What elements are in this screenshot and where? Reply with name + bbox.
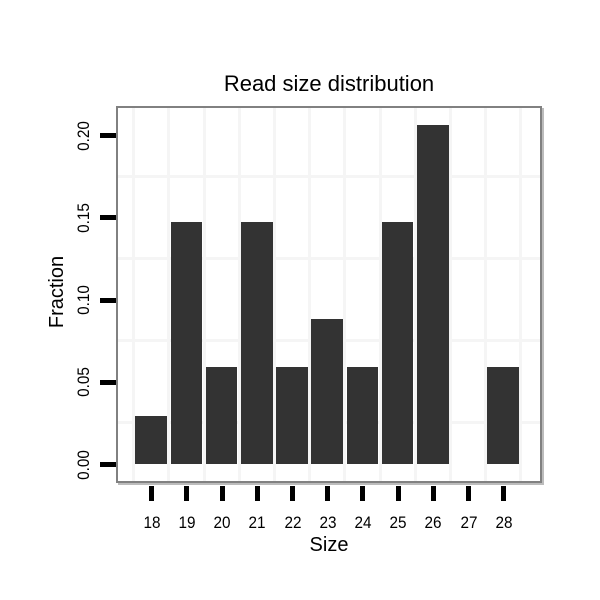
gridline-vertical [448, 108, 452, 481]
gridline-vertical [272, 108, 276, 481]
x-tick-label: 18 [143, 513, 161, 532]
x-tick-label: 25 [389, 513, 407, 532]
y-axis-label: Fraction [46, 255, 68, 329]
y-tick-mark [100, 462, 116, 467]
x-tick-mark [219, 486, 225, 501]
plot-panel [116, 106, 542, 483]
x-tick-mark [290, 486, 295, 501]
x-tick-mark [149, 486, 155, 501]
bar [240, 222, 273, 464]
x-tick-mark [184, 486, 190, 501]
gridline-vertical [202, 108, 206, 481]
gridline-horizontal [118, 256, 540, 260]
x-tick-mark [325, 486, 331, 501]
y-tick-mark [100, 379, 116, 385]
bar [381, 222, 414, 464]
x-tick-label: 21 [248, 513, 266, 532]
bar [487, 367, 520, 464]
bar [205, 367, 238, 464]
x-tick-label: 27 [459, 513, 478, 532]
gridline-vertical [308, 108, 312, 481]
y-tick-label: 0.15 [74, 202, 93, 233]
bar [311, 318, 344, 464]
x-tick-mark [430, 486, 436, 501]
gridline-vertical [519, 108, 523, 481]
gridline-vertical [484, 108, 488, 481]
x-tick-label: 23 [319, 513, 337, 532]
bar [276, 367, 308, 464]
x-tick-label: 19 [178, 513, 196, 532]
x-tick-label: 20 [213, 513, 231, 532]
x-tick-mark [360, 486, 366, 501]
gridline-vertical [378, 108, 382, 481]
chart-title: Read size distribution [223, 71, 435, 96]
gridline-vertical [237, 108, 241, 481]
x-tick-label: 22 [283, 513, 302, 532]
y-tick-mark [100, 297, 116, 303]
x-tick-label: 28 [495, 513, 513, 532]
y-tick-mark [100, 133, 116, 138]
x-tick-mark [466, 486, 471, 501]
gridline-vertical [413, 108, 417, 481]
y-tick-label: 0.00 [74, 449, 93, 480]
x-tick-mark [501, 486, 507, 501]
x-tick-mark [254, 486, 260, 501]
gridline-vertical [167, 108, 171, 481]
y-tick-label: 0.05 [74, 367, 93, 398]
bar [135, 415, 168, 464]
x-tick-label: 24 [354, 513, 372, 532]
gridline-horizontal [118, 174, 540, 178]
plot-area [118, 108, 540, 481]
y-tick-mark [100, 215, 116, 221]
bar [346, 367, 379, 464]
gridline-vertical [343, 108, 347, 481]
gridline-vertical [132, 108, 136, 481]
x-tick-mark [395, 486, 401, 501]
y-tick-label: 0.10 [74, 285, 93, 315]
bar [416, 125, 449, 464]
x-tick-label: 26 [424, 513, 442, 532]
bar [170, 222, 203, 464]
x-axis-label: Size [309, 534, 349, 556]
y-tick-label: 0.20 [74, 120, 93, 151]
